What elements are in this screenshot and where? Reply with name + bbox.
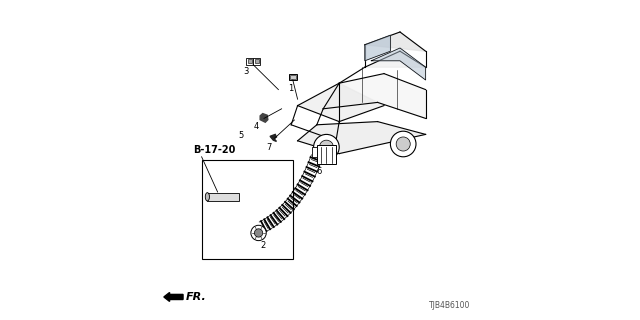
Polygon shape — [298, 122, 426, 154]
Text: 6: 6 — [317, 167, 322, 176]
Bar — [255, 59, 259, 63]
Polygon shape — [365, 51, 426, 67]
Text: 3: 3 — [243, 67, 248, 76]
Polygon shape — [365, 32, 426, 51]
Bar — [290, 75, 296, 79]
Polygon shape — [365, 35, 390, 61]
Circle shape — [396, 137, 410, 151]
Polygon shape — [298, 83, 384, 122]
Text: TJB4B6100: TJB4B6100 — [429, 301, 470, 310]
Bar — [246, 58, 253, 65]
Polygon shape — [260, 114, 268, 122]
Circle shape — [314, 134, 339, 160]
Bar — [317, 145, 336, 164]
Text: B-17-20: B-17-20 — [193, 145, 235, 156]
Text: FR.: FR. — [186, 292, 206, 302]
Bar — [289, 74, 297, 80]
Bar — [312, 147, 317, 157]
Polygon shape — [371, 48, 426, 80]
Ellipse shape — [205, 193, 209, 201]
Circle shape — [255, 229, 263, 237]
Bar — [253, 58, 260, 65]
Bar — [248, 59, 252, 63]
Circle shape — [319, 140, 333, 154]
Bar — [207, 193, 239, 201]
Text: 7: 7 — [266, 143, 271, 152]
Text: 1: 1 — [288, 84, 293, 93]
Text: 4: 4 — [253, 122, 259, 131]
Circle shape — [251, 225, 266, 241]
Text: 2: 2 — [260, 241, 266, 250]
Text: 5: 5 — [238, 131, 243, 140]
Circle shape — [390, 131, 416, 157]
Polygon shape — [270, 134, 276, 141]
Bar — [202, 160, 292, 259]
FancyArrow shape — [164, 292, 183, 301]
Polygon shape — [323, 67, 426, 118]
